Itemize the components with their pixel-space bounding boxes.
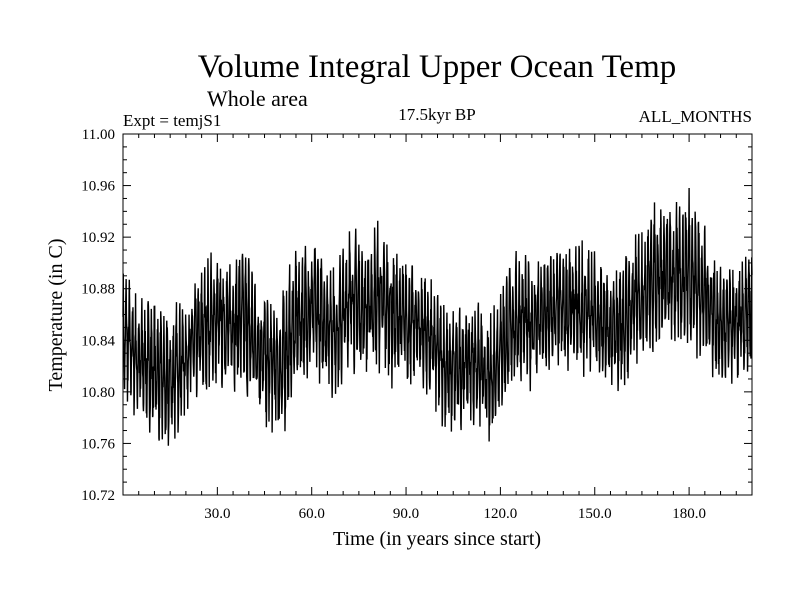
y-tick-label: 10.96	[81, 179, 115, 195]
months-label: ALL_MONTHS	[639, 107, 752, 126]
y-tick-label: 10.88	[81, 282, 115, 298]
x-tick-label: 180.0	[672, 506, 706, 522]
y-tick-label: 10.72	[81, 488, 115, 504]
x-axis-label: Time (in years since start)	[333, 528, 541, 550]
y-tick-label: 10.84	[81, 333, 115, 349]
x-axis: 30.0 60.0 90.0 120.0 150.0 180.0	[138, 134, 737, 522]
x-tick-label: 60.0	[299, 506, 325, 522]
expt-label: Expt = temjS1	[123, 111, 221, 130]
chart-title: Volume Integral Upper Ocean Temp	[198, 49, 676, 85]
chart-subtitle: Whole area	[207, 86, 308, 111]
temperature-line	[122, 187, 753, 446]
y-axis: 10.72 10.76 10.80 10.84 10.88 10.92 10.96 11.00	[81, 127, 752, 504]
y-tick-label: 10.76	[81, 436, 115, 452]
x-tick-label: 120.0	[484, 506, 518, 522]
temperature-series	[122, 187, 753, 446]
period-label: 17.5kyr BP	[398, 105, 475, 124]
x-tick-label: 30.0	[204, 506, 230, 522]
x-tick-label: 150.0	[578, 506, 612, 522]
y-tick-label: 10.80	[81, 385, 115, 401]
y-tick-label: 10.92	[81, 230, 115, 246]
x-tick-label: 90.0	[393, 506, 419, 522]
y-axis-label: Temperature (in C)	[45, 239, 67, 392]
y-tick-label: 11.00	[82, 127, 115, 143]
